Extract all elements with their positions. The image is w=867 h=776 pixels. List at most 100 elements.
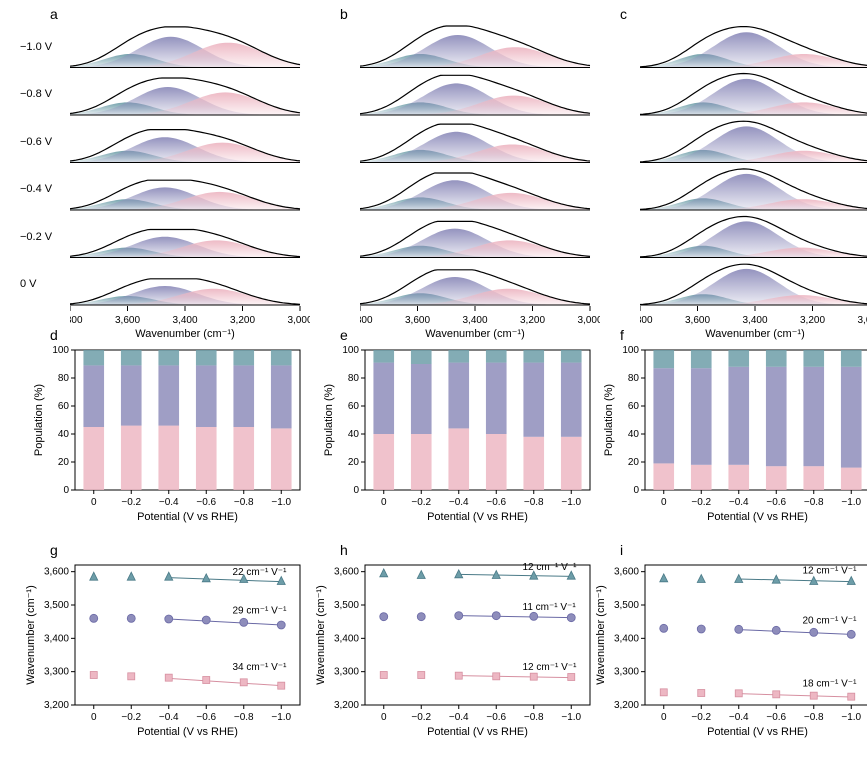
spectra-panel-c: c3,8003,6003,4003,2003,000Wavenumber (cm… [640,24,867,349]
svg-text:3,500: 3,500 [44,600,69,611]
svg-text:−0.6: −0.6 [766,712,786,723]
svg-text:−1.0: −1.0 [561,497,581,508]
svg-text:0: 0 [633,485,639,496]
svg-text:3,300: 3,300 [614,667,639,678]
svg-text:Potential (V vs RHE): Potential (V vs RHE) [427,726,528,738]
svg-text:3,800: 3,800 [70,315,83,326]
svg-text:3,200: 3,200 [614,700,639,711]
svg-text:Potential (V vs RHE): Potential (V vs RHE) [707,511,808,523]
svg-text:−0.6: −0.6 [196,712,216,723]
svg-text:3,200: 3,200 [44,700,69,711]
bar-panel-d: d0204060801000−0.2−0.4−0.6−0.8−1.0Potent… [70,345,310,560]
spectra-panel-a: a3,8003,6003,4003,2003,000Wavenumber (cm… [70,24,310,349]
svg-text:−0.4: −0.4 [159,497,179,508]
panel-label: i [620,542,623,558]
svg-text:−0.8: −0.8 [234,712,254,723]
svg-text:3,400: 3,400 [44,633,69,644]
svg-text:3,000: 3,000 [577,315,600,326]
svg-text:0: 0 [661,712,667,723]
svg-text:−0.4: −0.4 [729,712,749,723]
svg-text:3,000: 3,000 [287,315,310,326]
svg-text:Wavenumber (cm⁻¹): Wavenumber (cm⁻¹) [705,328,805,340]
svg-text:60: 60 [628,401,640,412]
svg-text:−0.8: −0.8 [524,497,544,508]
svg-text:12 cm⁻¹ V⁻¹: 12 cm⁻¹ V⁻¹ [523,562,578,573]
svg-text:−1.0: −1.0 [271,497,291,508]
svg-text:18 cm⁻¹ V⁻¹: 18 cm⁻¹ V⁻¹ [803,679,858,690]
svg-text:0: 0 [381,712,387,723]
panel-label: a [50,6,58,22]
svg-text:3,600: 3,600 [334,567,359,578]
svg-text:34 cm⁻¹ V⁻¹: 34 cm⁻¹ V⁻¹ [233,662,288,673]
svg-text:−0.8: −0.8 [234,497,254,508]
voltage-label: −0.2 V [20,231,52,243]
svg-text:−0.4: −0.4 [729,497,749,508]
svg-text:Wavenumber (cm⁻¹): Wavenumber (cm⁻¹) [135,328,235,340]
svg-text:Population (%): Population (%) [603,384,615,456]
svg-text:3,400: 3,400 [742,315,767,326]
svg-text:−0.6: −0.6 [766,497,786,508]
svg-text:20 cm⁻¹ V⁻¹: 20 cm⁻¹ V⁻¹ [803,615,858,626]
panel-label: c [620,6,627,22]
svg-text:3,200: 3,200 [230,315,255,326]
svg-text:3,600: 3,600 [44,567,69,578]
svg-text:−0.4: −0.4 [449,712,469,723]
svg-text:80: 80 [58,373,70,384]
voltage-label: −0.6 V [20,136,52,148]
scatter-panel-g: g3,2003,3003,4003,5003,6000−0.2−0.4−0.6−… [70,560,310,775]
svg-text:−0.8: −0.8 [524,712,544,723]
svg-text:3,600: 3,600 [405,315,430,326]
svg-text:0: 0 [381,497,387,508]
svg-text:−1.0: −1.0 [271,712,291,723]
svg-text:100: 100 [52,345,69,356]
svg-text:3,000: 3,000 [857,315,867,326]
svg-text:100: 100 [622,345,639,356]
bar-panel-f: f0204060801000−0.2−0.4−0.6−0.8−1.0Potent… [640,345,867,560]
svg-text:100: 100 [342,345,359,356]
svg-text:Wavenumber (cm⁻¹): Wavenumber (cm⁻¹) [425,328,525,340]
panel-label: b [340,6,348,22]
panel-label: h [340,542,348,558]
svg-text:3,400: 3,400 [614,633,639,644]
svg-text:Potential (V vs RHE): Potential (V vs RHE) [427,511,528,523]
svg-text:−0.6: −0.6 [196,497,216,508]
svg-text:−1.0: −1.0 [841,712,861,723]
svg-text:−0.2: −0.2 [121,497,141,508]
svg-text:12 cm⁻¹ V⁻¹: 12 cm⁻¹ V⁻¹ [523,662,578,673]
svg-text:Population (%): Population (%) [33,384,45,456]
svg-text:20: 20 [58,457,70,468]
svg-text:0: 0 [353,485,359,496]
svg-text:−0.2: −0.2 [411,497,431,508]
bar-panel-e: e0204060801000−0.2−0.4−0.6−0.8−1.0Potent… [360,345,600,560]
svg-text:Wavenumber (cm⁻¹): Wavenumber (cm⁻¹) [315,585,327,685]
svg-text:−0.2: −0.2 [691,497,711,508]
svg-text:60: 60 [348,401,360,412]
scatter-panel-h: h3,2003,3003,4003,5003,6000−0.2−0.4−0.6−… [360,560,600,775]
svg-text:−0.2: −0.2 [691,712,711,723]
svg-text:3,200: 3,200 [520,315,545,326]
svg-text:−1.0: −1.0 [561,712,581,723]
voltage-label: −0.8 V [20,88,52,100]
svg-text:Wavenumber (cm⁻¹): Wavenumber (cm⁻¹) [595,585,607,685]
svg-text:3,200: 3,200 [800,315,825,326]
svg-text:3,600: 3,600 [115,315,140,326]
svg-text:3,400: 3,400 [462,315,487,326]
svg-text:3,600: 3,600 [614,567,639,578]
svg-text:−1.0: −1.0 [841,497,861,508]
svg-text:−0.2: −0.2 [121,712,141,723]
svg-text:3,300: 3,300 [44,667,69,678]
svg-text:3,500: 3,500 [334,600,359,611]
panel-label: f [620,327,624,343]
svg-text:22 cm⁻¹ V⁻¹: 22 cm⁻¹ V⁻¹ [233,567,288,578]
svg-text:0: 0 [91,497,97,508]
voltage-label: −1.0 V [20,41,52,53]
figure-root: a 3,800 3,600 3,400 3,200 3,000 Wavenumber (cm… [0,0,867,776]
panel-label: g [50,542,58,558]
svg-text:80: 80 [348,373,360,384]
svg-text:11 cm⁻¹ V⁻¹: 11 cm⁻¹ V⁻¹ [523,602,577,613]
svg-text:60: 60 [58,401,70,412]
svg-text:−0.6: −0.6 [486,497,506,508]
svg-text:12 cm⁻¹ V⁻¹: 12 cm⁻¹ V⁻¹ [803,565,858,576]
svg-text:0: 0 [63,485,69,496]
svg-text:3,400: 3,400 [172,315,197,326]
